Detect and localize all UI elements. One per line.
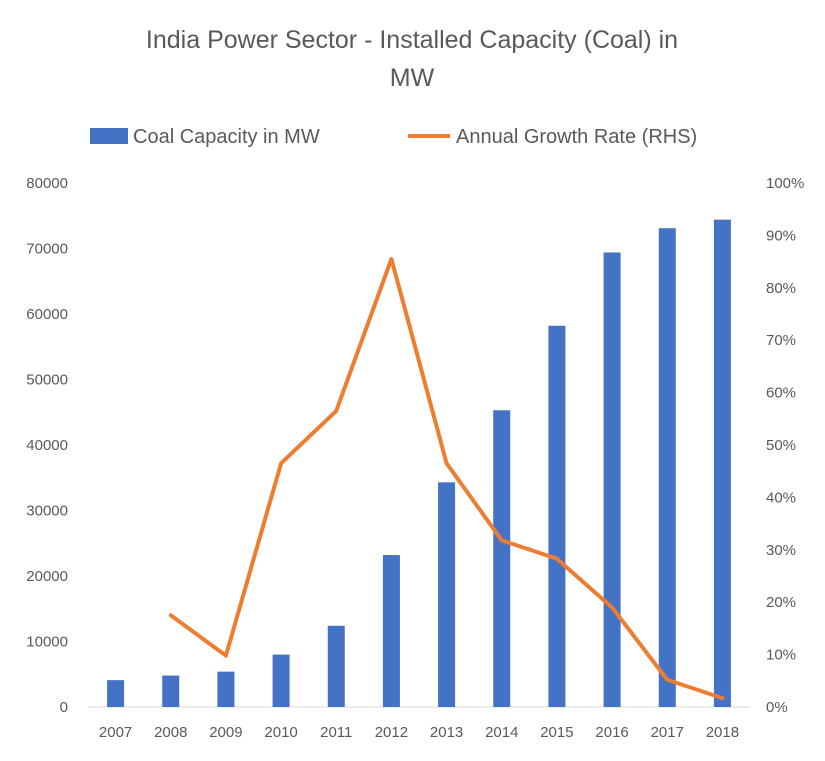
left-axis-tick-label: 10000 bbox=[26, 634, 68, 651]
x-axis-tick-label: 2008 bbox=[154, 724, 187, 741]
bar-2015 bbox=[548, 325, 566, 707]
x-axis-tick-label: 2007 bbox=[99, 724, 132, 741]
legend-bar-label: Coal Capacity in MW bbox=[133, 126, 320, 148]
line-series bbox=[168, 256, 725, 701]
left-axis-tick-label: 40000 bbox=[26, 437, 68, 454]
bar-2016 bbox=[603, 252, 621, 707]
right-axis-ticks: 0% 10% 20% 30% 40% 50% 60% 70% 80% 90% 100% bbox=[766, 175, 804, 716]
x-axis-tick-label: 2009 bbox=[209, 724, 242, 741]
x-axis-tick-label: 2015 bbox=[540, 724, 573, 741]
bar-2013 bbox=[438, 482, 456, 707]
x-axis-tick-label: 2010 bbox=[264, 724, 297, 741]
left-axis-ticks: 0 10000 20000 30000 40000 50000 60000 70000 8000… bbox=[26, 175, 68, 716]
left-axis-tick-label: 60000 bbox=[26, 306, 68, 323]
left-axis-tick-label: 80000 bbox=[26, 175, 68, 192]
x-axis-tick-label: 2018 bbox=[706, 724, 739, 741]
x-axis-tick-label: 2012 bbox=[375, 724, 408, 741]
chart-title-line-1: India Power Sector - Installed Capacity … bbox=[146, 26, 678, 54]
bar-2018 bbox=[713, 219, 731, 707]
x-axis-tick-label: 2013 bbox=[430, 724, 463, 741]
right-axis-tick-label: 90% bbox=[766, 227, 796, 244]
bar-2014 bbox=[493, 410, 511, 707]
left-axis-tick-label: 50000 bbox=[26, 372, 68, 389]
right-axis-tick-label: 40% bbox=[766, 489, 796, 506]
right-axis-tick-label: 20% bbox=[766, 594, 796, 611]
left-axis-tick-label: 30000 bbox=[26, 503, 68, 520]
right-axis-tick-label: 0% bbox=[766, 699, 788, 716]
bar-2011 bbox=[327, 625, 345, 707]
right-axis-tick-label: 10% bbox=[766, 647, 796, 664]
x-axis-tick-label: 2017 bbox=[651, 724, 684, 741]
bar-2008 bbox=[162, 675, 180, 707]
legend-line-label: Annual Growth Rate (RHS) bbox=[456, 126, 697, 148]
left-axis-tick-label: 70000 bbox=[26, 241, 68, 258]
bar-2007 bbox=[107, 680, 125, 707]
bar-2010 bbox=[272, 654, 290, 707]
right-axis-tick-label: 70% bbox=[766, 332, 796, 349]
chart-title-line-2: MW bbox=[390, 64, 435, 92]
bar-2009 bbox=[217, 671, 235, 707]
x-axis-tick-label: 2016 bbox=[595, 724, 628, 741]
bar-2017 bbox=[658, 228, 676, 707]
left-axis-tick-label: 0 bbox=[60, 699, 68, 716]
right-axis-tick-label: 60% bbox=[766, 385, 796, 402]
right-axis-tick-label: 100% bbox=[766, 175, 804, 192]
legend-bar-swatch bbox=[90, 128, 128, 144]
right-axis-tick-label: 80% bbox=[766, 280, 796, 297]
legend: Coal Capacity in MW Annual Growth Rate (… bbox=[90, 126, 697, 148]
left-axis-tick-label: 20000 bbox=[26, 568, 68, 585]
x-axis-tick-label: 2011 bbox=[320, 724, 352, 741]
x-axis-ticks: 2007 2008 2009 2010 2011 2012 2013 2014 2015 2016… bbox=[99, 724, 739, 741]
x-axis-tick-label: 2014 bbox=[485, 724, 518, 741]
bar-series bbox=[107, 219, 731, 707]
bar-2012 bbox=[382, 555, 400, 707]
right-axis-tick-label: 30% bbox=[766, 542, 796, 559]
right-axis-tick-label: 50% bbox=[766, 437, 796, 454]
